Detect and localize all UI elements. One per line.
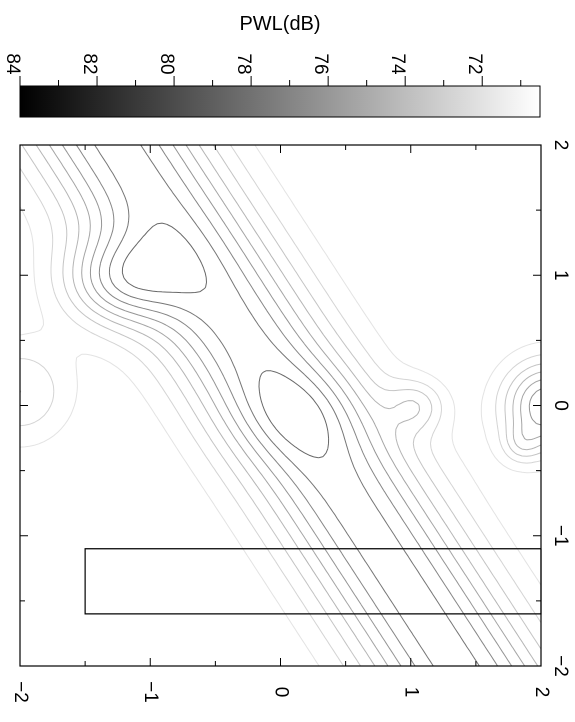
colorbar-tick-label: 74: [387, 53, 408, 75]
y-tick-label: 0: [270, 687, 291, 698]
x-tick-label: −2: [550, 655, 571, 677]
contour-72dB: [19, 144, 542, 667]
y-tick-label: 2: [531, 687, 552, 698]
contour-75dB: [48, 144, 542, 667]
contour-77dB: [75, 144, 499, 667]
colorbar-tick-label: 76: [310, 53, 331, 74]
colorbar-tick-label: 72: [464, 53, 485, 74]
colorbar-ticks: 84 82 80 78 76 74 72: [2, 53, 522, 86]
colorbar-tick-label: 80: [156, 53, 177, 74]
x-tick-label: 2: [550, 140, 571, 151]
colorbar: 84 82 80 78 76 74 72 PWL(dB): [2, 13, 541, 118]
contour-78dB: [94, 144, 480, 667]
colorbar-gradient: [19, 85, 541, 118]
colorbar-tick-label: 82: [79, 53, 100, 74]
colorbar-title: PWL(dB): [239, 13, 320, 35]
plot-frame: [19, 144, 542, 667]
y-tick-label: −1: [140, 681, 161, 703]
x-tick-label: −1: [550, 525, 571, 547]
colorbar-tick-label: 78: [233, 53, 254, 74]
contour-lines: [19, 144, 542, 667]
x-tick-label: 0: [550, 400, 571, 411]
colorbar-tick-label: 84: [2, 53, 23, 75]
x-tick-label: 1: [550, 270, 571, 281]
y-tick-label: 1: [401, 687, 422, 698]
plot-area: 2 1 0 −1 −2 −2 −1 0 1 2: [10, 140, 571, 703]
geometry-outlines: [84, 548, 542, 615]
contour-71dB: [19, 144, 542, 667]
outline-rectangle: [84, 548, 542, 615]
contour-73dB: [19, 144, 542, 667]
contour-76dB: [61, 144, 542, 667]
contour-74dB: [35, 144, 542, 667]
axis-ticks: 2 1 0 −1 −2 −2 −1 0 1 2: [10, 140, 571, 703]
contour-79dB: [121, 222, 330, 459]
y-tick-label: −2: [10, 681, 31, 703]
